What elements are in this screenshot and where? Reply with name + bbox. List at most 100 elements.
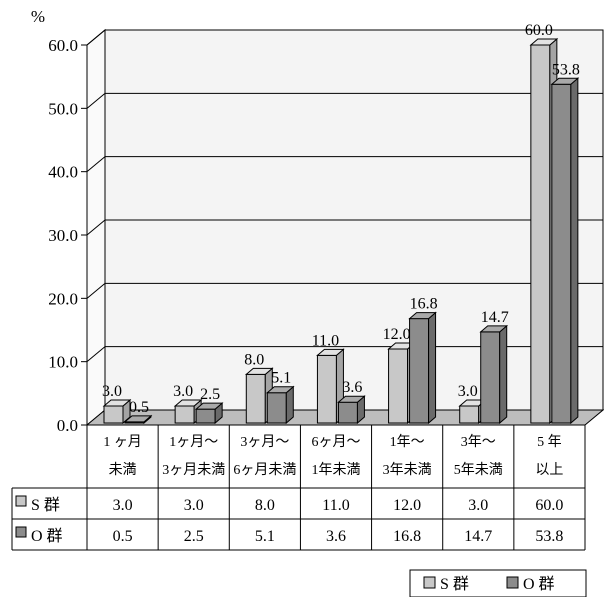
table-cell: 8.0 [255,497,275,514]
y-tick-label: 0.0 [57,416,78,435]
table-cell: 53.8 [535,528,563,545]
s-bar-front [103,405,124,424]
category-label: 以上 [535,462,563,478]
s-data-label: 3.0 [102,383,122,400]
o-bar [479,324,509,425]
table-cell: 0.5 [113,528,133,545]
table-cell: 12.0 [393,497,421,514]
o-bar-top [337,395,366,403]
o-data-label: 16.8 [410,296,438,313]
o-data-label: 5.1 [271,370,291,387]
o-bar-side [428,311,437,425]
s-bar-front [245,373,266,424]
gridline-side [86,92,106,109]
o-bar-top [550,77,580,85]
y-unit-label: % [31,7,45,26]
y-tick-label: 30.0 [48,226,78,245]
s-row-swatch [15,495,27,507]
category-label: 1年～ [390,434,425,450]
o-bar [337,395,366,425]
o-row-header: O 群 [31,527,63,545]
gridline-side [86,219,106,236]
s-data-label: 3.0 [173,383,193,400]
s-data-label: 8.0 [244,351,264,368]
gridline-side [86,29,106,46]
s-row-header: S 群 [31,496,60,514]
o-bar-top [479,325,509,333]
legend-swatch-o [506,576,519,589]
table-cell: 3.0 [184,497,204,514]
o-data-label: 14.7 [481,309,509,326]
table-cell: 5.1 [255,528,275,545]
o-bar-top [123,415,153,423]
category-label: 3年未満 [383,462,432,478]
o-row-swatch [15,526,27,538]
o-bar-top [265,386,295,394]
o-data-label: 2.5 [200,386,220,403]
o-bar-front [337,401,358,424]
s-bar-top [102,399,132,407]
s-bar-front [459,405,480,424]
s-bar-top [529,38,559,46]
o-bar-front [409,318,430,424]
s-bar-front [316,354,337,424]
table-cell: 3.6 [326,528,346,545]
legend-label-o: O 群 [523,575,555,593]
legend-box [409,569,587,597]
category-label: 3ヶ月～ [240,434,289,450]
category-label: 1 ヶ月 [103,434,142,450]
o-bar-side [570,77,579,425]
o-bar-front [195,408,216,424]
table-cell: 3.0 [113,497,133,514]
s-bar [102,398,132,425]
gridline-side [86,156,106,173]
table-cell: 2.5 [184,528,204,545]
category-label: 6ヶ月未満 [233,462,296,478]
o-bar-top [194,402,224,410]
category-label: 1年未満 [312,462,361,478]
gridline-side [86,282,106,299]
o-bar-top [408,312,437,320]
s-bar-front [530,44,551,424]
category-label: 5年未満 [454,462,503,478]
s-bar-top [244,367,274,375]
category-label: 未満 [109,462,137,478]
o-bar [408,311,437,425]
gridline-side [86,346,106,363]
o-data-label: 0.5 [129,399,149,416]
y-tick-label: 40.0 [48,163,78,182]
o-bar [550,77,580,425]
category-label: 5 年 [537,434,562,450]
o-bar-front [480,331,501,424]
table-cell: 11.0 [322,497,349,514]
o-bar [265,385,295,425]
s-data-label: 12.0 [383,326,411,343]
category-label: 6ヶ月～ [312,434,361,450]
table-cell: 3.0 [468,497,488,514]
y-tick-label: 20.0 [48,289,78,308]
y-tick-label: 10.0 [48,353,78,372]
o-bar [123,414,153,425]
y-tick-label: 50.0 [48,99,78,118]
s-bar-top [173,399,203,407]
table-cell: 60.0 [535,497,563,514]
y-tick-label: 60.0 [48,36,78,55]
table-cell: 16.8 [393,528,421,545]
table-cell: 14.7 [464,528,492,545]
o-data-label: 53.8 [552,61,580,78]
legend-label-s: S 群 [440,575,469,593]
o-bar-front [266,392,287,424]
o-bar [194,402,224,425]
s-data-label: 60.0 [525,22,553,39]
category-label: 1ヶ月～ [169,434,218,450]
s-bar-front [388,348,409,424]
category-label: 3年～ [461,434,496,450]
s-bar-front [174,405,195,424]
o-bar-side [499,324,508,425]
legend-swatch-s [423,576,436,589]
o-bar-front [551,83,572,424]
s-data-label: 11.0 [312,332,339,349]
category-label: 3ヶ月未満 [162,462,225,478]
s-data-label: 3.0 [458,383,478,400]
